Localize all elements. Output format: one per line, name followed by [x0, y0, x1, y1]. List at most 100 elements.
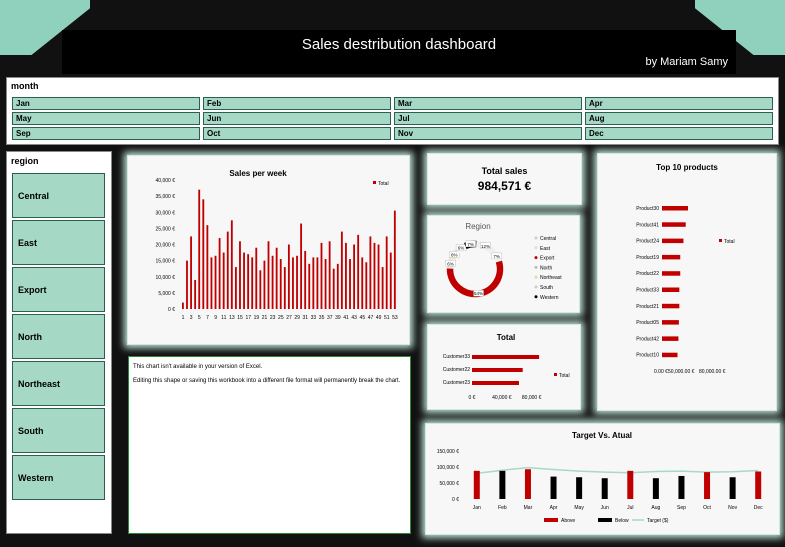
bar [198, 189, 201, 309]
month-button-feb[interactable]: Feb [203, 97, 391, 110]
legend-swatch [719, 239, 722, 242]
legend-label: Export [540, 256, 555, 262]
category-label: Product05 [636, 320, 659, 326]
sales-per-week-panel[interactable]: Sales per week Total 0 € 5,000 € 10,000 € 15,… [127, 155, 410, 345]
region-button-south[interactable]: South [12, 408, 105, 453]
bar [287, 244, 290, 309]
region-slicer-header: region [11, 156, 39, 166]
legend-label: Northeast [540, 275, 562, 281]
bar-below [576, 477, 583, 499]
bar [345, 242, 347, 309]
month-button-jun[interactable]: Jun [203, 112, 391, 125]
bar [662, 336, 679, 341]
month-button-apr[interactable]: Apr [585, 97, 773, 110]
bar [190, 236, 192, 309]
region-button-western[interactable]: Western [12, 455, 105, 500]
month-button-sep[interactable]: Sep [12, 127, 200, 140]
x-tick-label: 0 € [469, 395, 476, 401]
legend-swatch [373, 181, 376, 184]
category-label: Product42 [636, 336, 659, 342]
bar [222, 252, 225, 309]
unsupported-chart-placeholder[interactable]: This chart isn't available in your versi… [128, 356, 411, 534]
region-button-central[interactable]: Central [12, 173, 105, 218]
y-tick-label: 35,000 € [156, 194, 176, 200]
bar [662, 206, 688, 211]
y-tick-label: 5,000 € [158, 291, 175, 297]
month-slicer-header: month [11, 81, 39, 91]
bar [662, 238, 684, 244]
data-label: 6% [447, 261, 454, 266]
x-tick-label: 80,000.00 € [699, 369, 726, 375]
x-tick-label: Feb [498, 505, 507, 511]
legend-label: Total [724, 239, 735, 245]
x-tick-label: 31 [303, 315, 309, 321]
y-tick-label: 25,000 € [156, 226, 176, 232]
legend-label: North [540, 265, 552, 271]
month-button-dec[interactable]: Dec [585, 127, 773, 140]
bar [357, 234, 360, 309]
bar [336, 263, 339, 309]
category-label: Customer33 [443, 354, 470, 360]
bar [361, 257, 364, 309]
y-tick-label: 20,000 € [156, 243, 176, 249]
bar [662, 271, 681, 276]
total-sales-value: 984,571 € [477, 179, 532, 193]
target-line [476, 466, 759, 475]
bar [328, 241, 331, 309]
category-label: Product10 [636, 353, 659, 359]
region-slicer: region Central East Export North Northea… [6, 151, 112, 534]
target-vs-actual-panel[interactable]: Target Vs. Atual 0 € 50,000 € 100,000 € 150,… [425, 423, 780, 535]
bar [239, 241, 241, 309]
bar-below [550, 476, 557, 499]
bar [393, 210, 396, 309]
donut-slice [446, 260, 504, 298]
bar [324, 259, 327, 309]
x-tick-label: 11 [221, 315, 226, 321]
top-products-panel[interactable]: Top 10 products Product30 Product41 Product… [597, 153, 777, 411]
bar [385, 236, 388, 309]
legend-swatch-above [544, 518, 558, 522]
region-button-export[interactable]: Export [12, 267, 105, 312]
bar [283, 267, 286, 309]
y-tick-label: 50,000 € [440, 481, 460, 487]
y-tick-label: 0 € [168, 307, 175, 313]
bar [369, 236, 372, 309]
region-button-north[interactable]: North [12, 314, 105, 359]
bar [230, 220, 233, 309]
title-banner: Sales destribution dashboard by Mariam S… [62, 30, 736, 74]
bar [194, 279, 197, 309]
month-button-may[interactable]: May [12, 112, 200, 125]
bar [202, 199, 205, 309]
region-donut-chart: Region12%7%54%6%6%6%7%CentralEastExportN… [445, 222, 562, 301]
top-products-chart: Top 10 products Product30 Product41 Product… [636, 163, 735, 375]
month-button-jul[interactable]: Jul [394, 112, 582, 125]
region-button-east[interactable]: East [12, 220, 105, 265]
x-tick-label: 41 [343, 315, 349, 321]
legend-label: Total [559, 373, 570, 379]
month-button-mar[interactable]: Mar [394, 97, 582, 110]
total-sales-label: Total sales [481, 166, 528, 176]
region-button-northeast[interactable]: Northeast [12, 361, 105, 406]
data-label: 12% [481, 244, 490, 249]
month-button-jan[interactable]: Jan [12, 97, 200, 110]
bar [320, 242, 323, 309]
category-label: Product33 [636, 288, 659, 294]
bar-above [704, 472, 711, 499]
x-tick-label: Nov [728, 505, 737, 511]
customer-total-panel[interactable]: Total Customer33 Customer22 Customer23 0 € 40… [427, 324, 581, 410]
month-button-aug[interactable]: Aug [585, 112, 773, 125]
unsupported-chart-warning: Editing this shape or saving this workbo… [133, 378, 401, 384]
bar [312, 257, 315, 309]
bar [226, 231, 229, 309]
x-tick-label: Sep [677, 505, 686, 511]
x-tick-label: 1 [182, 315, 185, 321]
month-button-oct[interactable]: Oct [203, 127, 391, 140]
category-label: Customer23 [443, 380, 470, 386]
data-label: 6% [451, 252, 458, 257]
bar [275, 247, 278, 309]
bar [292, 257, 294, 309]
bar [377, 244, 380, 309]
region-panel[interactable]: Region 12% 7% 54% 6% 6% 6% 7% Central East Export N… [427, 215, 580, 313]
month-button-nov[interactable]: Nov [394, 127, 582, 140]
x-tick-label: Oct [703, 505, 711, 511]
